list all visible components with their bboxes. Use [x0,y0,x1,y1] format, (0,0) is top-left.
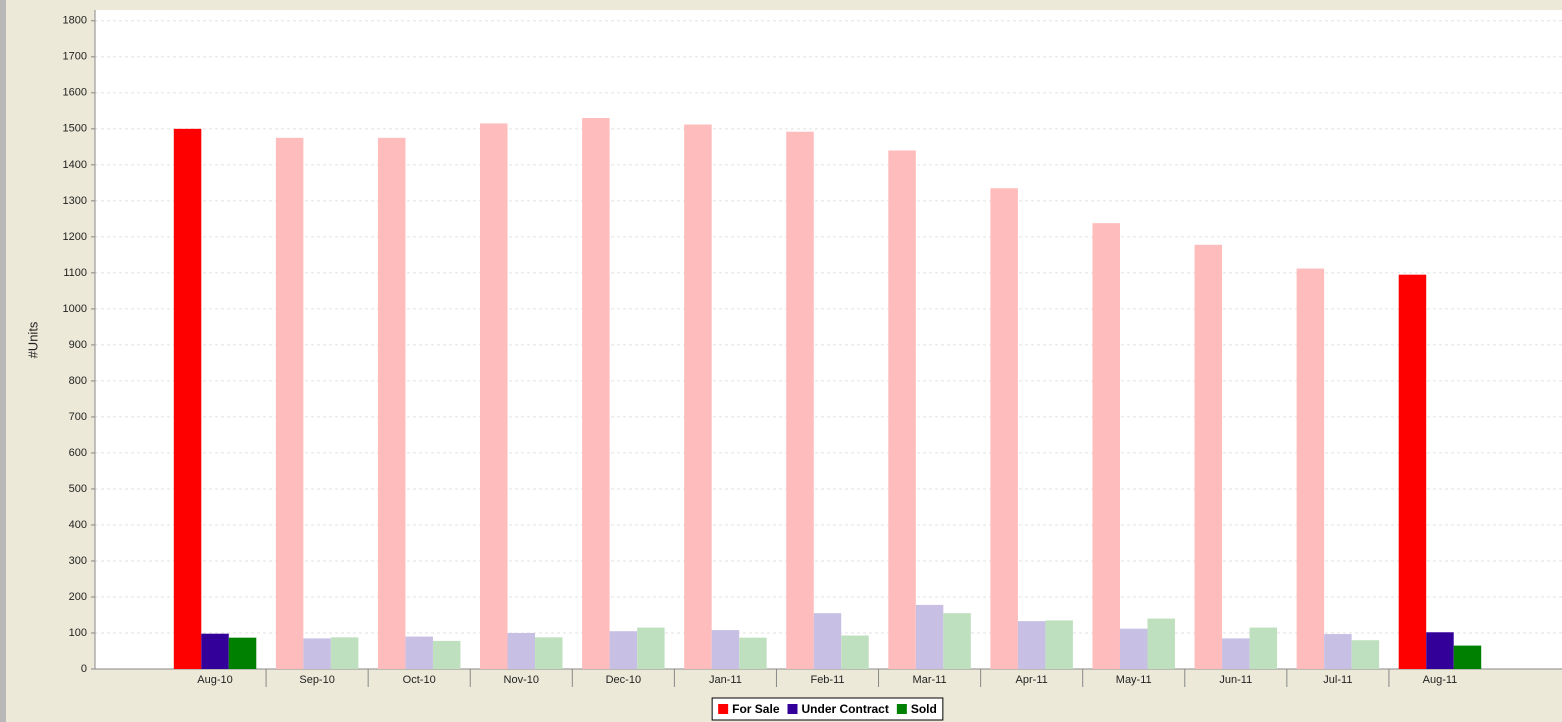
y-tick-label: 200 [69,591,87,603]
bar [1222,638,1250,669]
bar [943,613,971,669]
bar [1453,645,1482,669]
y-tick-label: 300 [69,555,87,567]
bar [711,630,740,669]
bar [1249,627,1278,669]
x-tick-label: Dec-10 [606,674,641,686]
bar [841,635,869,669]
bar [1296,268,1325,669]
bar [432,640,461,669]
bar [1092,223,1120,669]
y-tick-label: 100 [69,627,87,639]
bar [1426,632,1454,669]
bar [1017,621,1046,669]
bar [990,188,1018,670]
x-tick-label: Oct-10 [403,674,436,686]
y-tick-label: 600 [69,447,87,459]
y-tick-label: 900 [69,339,87,351]
x-tick-label: Feb-11 [810,674,844,686]
bar [377,137,406,669]
bar [582,118,610,670]
bar [535,637,563,669]
bar [1194,244,1223,669]
x-tick-label: Nov-10 [504,674,539,686]
legend-swatch [718,704,729,714]
bar [330,637,359,669]
bar [201,633,229,669]
bar [637,627,665,669]
bar [507,632,536,669]
y-tick-label: 400 [69,519,87,531]
x-tick-label: Aug-10 [197,674,232,686]
bar [173,128,202,669]
plot-area [95,10,1562,669]
bar [405,636,433,669]
y-tick-label: 1700 [63,51,87,63]
x-tick-label: Aug-11 [1423,674,1458,686]
y-tick-label: 500 [69,483,87,495]
legend-label: Under Contract [802,702,889,716]
legend: For Sale Under Contract Sold [711,697,944,721]
x-tick-label: Jun-11 [1219,674,1252,686]
legend-label: Sold [911,702,937,716]
bar [684,124,712,669]
y-tick-label: 800 [69,375,87,387]
bar [1324,634,1352,669]
bar [609,631,638,669]
legend-swatch [787,704,798,714]
bar [888,150,916,669]
bar [1119,628,1148,669]
bar [739,637,767,669]
legend-box [711,697,944,721]
x-tick-label: Jan-11 [709,674,742,686]
y-axis-title: #Units [25,321,40,358]
y-tick-label: 1100 [63,267,87,279]
y-tick-label: 1600 [63,87,87,99]
bar [228,637,257,669]
bar [275,137,304,669]
bar [1398,274,1427,669]
legend-swatch [896,704,907,714]
x-tick-label: Apr-11 [1016,674,1048,686]
x-tick-label: May-11 [1116,674,1152,686]
legend-label: For Sale [732,702,780,716]
y-tick-label: 1500 [63,123,87,135]
x-tick-label: Sep-10 [299,674,334,686]
y-tick-label: 0 [81,663,87,675]
bar [1351,640,1380,669]
y-tick-label: 700 [69,411,87,423]
x-tick-label: Jul-11 [1323,674,1352,686]
y-tick-label: 1000 [63,303,87,315]
y-tick-label: 1300 [63,195,87,207]
bar [813,613,842,669]
bar [915,604,944,669]
y-tick-label: 1200 [63,231,87,243]
bar [303,638,331,669]
y-tick-label: 1800 [63,15,87,27]
bar [786,131,814,670]
x-tick-label: Mar-11 [913,674,947,686]
window-border [0,0,6,722]
bar [480,123,508,669]
bar [1147,618,1175,669]
bar [1045,620,1073,669]
y-tick-label: 1400 [63,159,87,171]
